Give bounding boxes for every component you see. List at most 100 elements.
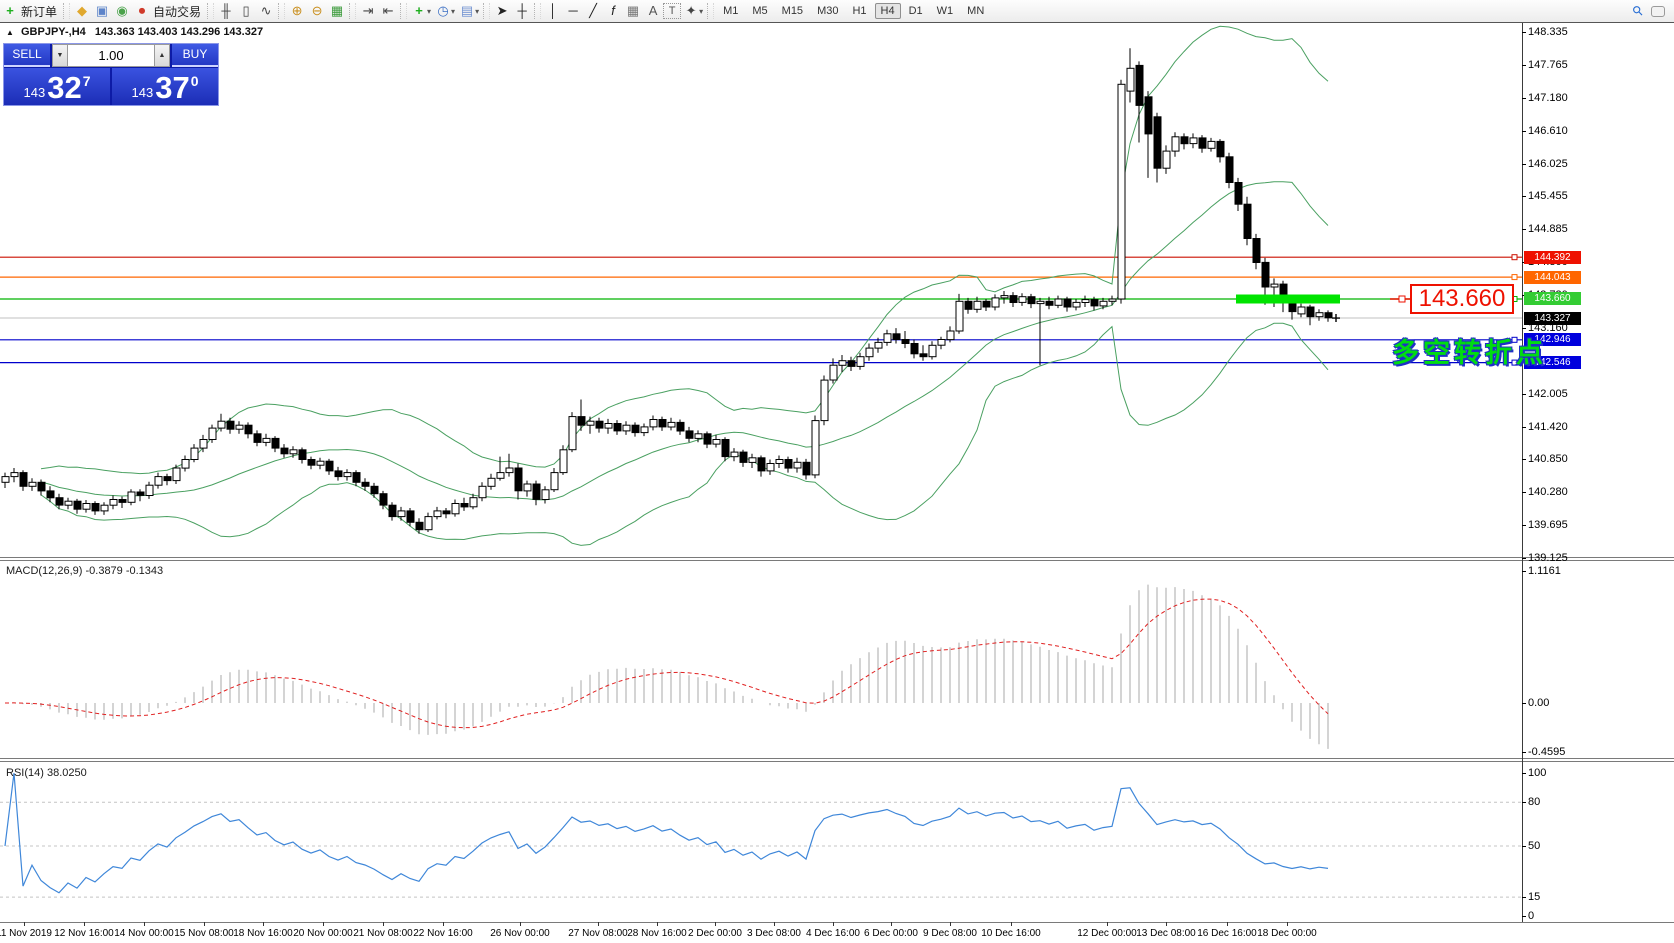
candle-body: [307, 459, 316, 466]
zoom-out-icon[interactable]: ⊖: [311, 3, 323, 18]
price-tick-mark: [1522, 32, 1526, 33]
chart-canvas[interactable]: [0, 0, 1522, 943]
strategy-tester-icon[interactable]: ▣: [95, 3, 109, 18]
price-tick-mark: [1522, 196, 1526, 197]
time-tick-mark: [1227, 922, 1228, 926]
ask-price-panel[interactable]: 143 37 0: [112, 68, 218, 105]
arrows-tool-icon[interactable]: ✦: [685, 3, 697, 18]
buy-button[interactable]: BUY: [172, 44, 218, 67]
candle-body: [1126, 67, 1135, 92]
timeframe-button-M5[interactable]: M5: [752, 5, 768, 17]
bid-price-panel[interactable]: 143 32 7: [4, 68, 110, 105]
autotrade-icon[interactable]: ⏺: [138, 3, 146, 18]
toolbar-separator: [63, 3, 71, 19]
candlestick-chart-icon[interactable]: ▯: [242, 3, 250, 18]
candle-body: [775, 459, 784, 464]
timeframe-button-H1[interactable]: H1: [852, 5, 867, 17]
crosshair-icon[interactable]: ┼: [517, 3, 527, 18]
chat-icon[interactable]: [1648, 2, 1668, 20]
candle-body: [820, 379, 829, 422]
dropdown-arrow-icon[interactable]: ▾: [475, 6, 480, 16]
fibonacci-icon[interactable]: f: [611, 3, 615, 18]
time-tick-mark: [1011, 922, 1012, 926]
timeframe-button-M1[interactable]: M1: [723, 5, 739, 17]
symbol-ohlc: 143.363 143.403 143.296 143.327: [94, 26, 264, 38]
sell-button[interactable]: SELL: [4, 44, 50, 67]
price-tick-mark: [1522, 492, 1526, 493]
chart-shift-icon[interactable]: ⇤: [382, 3, 394, 18]
volume-input[interactable]: 1.00: [68, 44, 154, 67]
price-tick-mark: [1522, 328, 1526, 329]
candle-body: [757, 457, 766, 472]
candle-body: [217, 420, 226, 429]
pane-separator[interactable]: [0, 557, 1674, 558]
dropdown-arrow-icon[interactable]: ▾: [451, 6, 456, 16]
candle-body: [658, 419, 667, 428]
line-chart-icon[interactable]: ∿: [260, 3, 272, 18]
bar-chart-icon[interactable]: ╫: [221, 3, 231, 18]
volume-up-button[interactable]: ▲: [154, 44, 170, 67]
trendline-icon[interactable]: ╱: [589, 3, 597, 18]
annotation-handle[interactable]: [1398, 295, 1406, 303]
candle-body: [1306, 306, 1315, 318]
vertical-line-icon[interactable]: │: [549, 3, 558, 18]
template-icon[interactable]: ▤: [460, 3, 474, 18]
line-handle[interactable]: [1511, 359, 1518, 366]
price-annotation-box[interactable]: 143.660: [1410, 284, 1514, 314]
pivot-annotation-text[interactable]: 多空转折点: [1392, 338, 1547, 368]
candle-body: [28, 481, 37, 487]
last-price-marker-icon: [1332, 314, 1340, 323]
pane-separator[interactable]: [0, 758, 1674, 759]
highlight-rectangle[interactable]: [1236, 294, 1340, 304]
add-indicator-icon[interactable]: +: [415, 3, 423, 18]
toolbar-separator: [349, 3, 357, 19]
grid-channel-icon[interactable]: ▦: [626, 3, 640, 18]
candle-body: [46, 490, 55, 499]
line-handle[interactable]: [1511, 274, 1518, 281]
candle-body: [451, 503, 460, 515]
rsi-tick-label: 50: [1528, 840, 1541, 852]
price-tick-mark: [1522, 427, 1526, 428]
candle-body: [721, 439, 730, 458]
timeframe-button-MN[interactable]: MN: [967, 5, 985, 17]
horizontal-line-icon[interactable]: ─: [568, 3, 578, 18]
candle-body: [127, 491, 136, 503]
timeframe-button-H4[interactable]: H4: [874, 3, 901, 19]
candle-body: [496, 472, 505, 479]
line-handle[interactable]: [1511, 254, 1518, 261]
text-tool-icon[interactable]: A: [648, 3, 658, 18]
collapse-arrow-icon[interactable]: ▲: [6, 28, 14, 37]
dropdown-arrow-icon[interactable]: ▾: [699, 6, 704, 16]
text-label-tool-icon[interactable]: T: [663, 3, 682, 19]
depth-of-market-icon[interactable]: ◆: [77, 3, 88, 18]
pane-separator[interactable]: [0, 560, 1674, 561]
signals-icon[interactable]: ◉: [116, 3, 128, 18]
timeframe-button-D1[interactable]: D1: [908, 5, 923, 17]
candle-body: [1036, 300, 1045, 305]
pane-separator[interactable]: [0, 761, 1674, 762]
autotrade-button[interactable]: 自动交易: [153, 4, 202, 19]
timeframe-button-M15[interactable]: M15: [781, 5, 804, 17]
line-handle[interactable]: [1511, 336, 1518, 343]
time-tick-mark: [263, 922, 264, 926]
dropdown-arrow-icon[interactable]: ▾: [427, 6, 432, 16]
rsi-tick-label: 80: [1528, 796, 1541, 808]
macd-tick-label: 1.1161: [1528, 565, 1561, 577]
volume-down-button[interactable]: ▼: [52, 44, 68, 67]
zoom-in-icon[interactable]: ⊕: [291, 3, 303, 18]
candle-body: [1297, 306, 1306, 315]
macd-pane: [4, 584, 1329, 749]
cursor-icon[interactable]: ➤: [496, 3, 508, 18]
auto-scroll-icon[interactable]: ⇥: [362, 3, 374, 18]
tile-windows-icon[interactable]: ▦: [330, 3, 344, 18]
time-tick-mark: [950, 922, 951, 926]
period-clock-icon[interactable]: ◷: [437, 3, 449, 18]
candle-body: [487, 477, 496, 487]
bollinger-upper-band: [40, 25, 1329, 475]
new-order-button[interactable]: 新订单: [21, 4, 58, 19]
timeframe-button-W1[interactable]: W1: [936, 5, 954, 17]
ask-price-pip: 0: [190, 73, 199, 89]
new-order-icon[interactable]: +: [6, 3, 14, 18]
timeframe-button-M30[interactable]: M30: [817, 5, 839, 17]
time-tick-mark: [1166, 922, 1167, 926]
